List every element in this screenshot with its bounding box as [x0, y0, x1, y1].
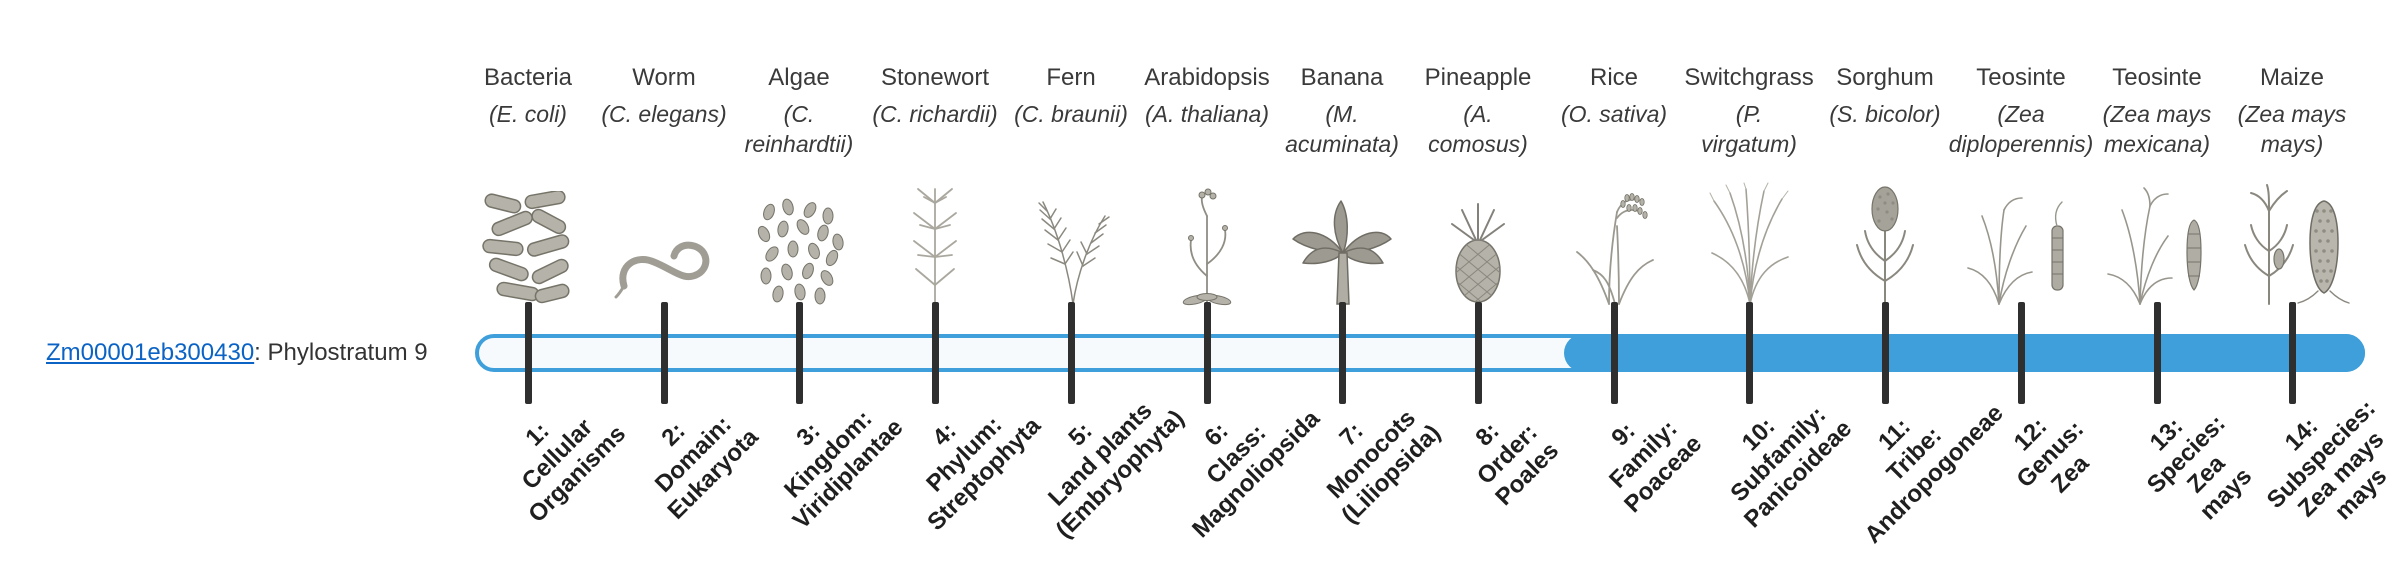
organism-name: Banana — [1300, 64, 1384, 91]
organism-scientific-name: (Zea mays mays) — [2237, 101, 2347, 157]
phylostratum-column-14: Maize (Zea mays mays) — [2224, 0, 2393, 580]
bacteria-icon — [481, 191, 570, 304]
phylostratum-column-6: Arabidopsis (A. thaliana) 6: — [1139, 0, 1325, 580]
rice-icon — [1576, 193, 1654, 305]
stratum-tick — [2288, 302, 2296, 404]
phylostratum-column-3: Algae (C. reinhardtii) — [731, 0, 909, 580]
teosinte-mexicana-icon — [2107, 187, 2202, 305]
pineapple-icon — [1451, 203, 1505, 303]
organism-scientific-name: (C. elegans) — [601, 101, 727, 127]
organism-illustration — [2214, 168, 2370, 306]
stratum-tick — [1745, 302, 1753, 404]
banana-icon — [1292, 200, 1392, 305]
maize-icon — [2244, 184, 2350, 305]
stratum-tick — [931, 302, 939, 404]
switchgrass-icon — [1709, 182, 1789, 305]
organism-illustration — [586, 168, 742, 306]
organism-name: Rice — [1589, 64, 1638, 91]
organism-illustration — [1264, 168, 1420, 306]
gene-id-link[interactable]: Zm00001eb300430 — [46, 339, 255, 366]
organism-scientific-name: (E. coli) — [489, 101, 567, 127]
stratum-tick — [1338, 302, 1346, 404]
organism-name: Maize — [2259, 64, 2325, 91]
organism-scientific-name: (S. bicolor) — [1829, 101, 1941, 127]
gene-phylostratum-text: : Phylostratum 9 — [254, 339, 428, 366]
phylostratum-column-4: Stonewort (C. richardii) 4: Phylum: Stre… — [867, 0, 1046, 580]
organism-illustration — [721, 168, 877, 306]
stratum-tick — [1203, 302, 1211, 404]
organism-scientific-name: (A. comosus) — [1428, 101, 1528, 157]
fern-icon — [1038, 201, 1110, 305]
organism-name: Stonewort — [880, 64, 990, 91]
stratum-tick — [795, 302, 803, 404]
arabidopsis-icon — [1182, 188, 1232, 306]
organism-illustration — [450, 168, 606, 306]
organism-illustration — [1129, 168, 1285, 306]
organism-name: Sorghum — [1836, 64, 1934, 91]
stratum-tick — [660, 302, 668, 404]
organism-name: Arabidopsis — [1144, 64, 1270, 91]
organism-scientific-name: (M. acuminata) — [1285, 101, 1399, 157]
phylostratum-column-5: Fern (C. braunii) 5: Land plants (Embryo… — [1003, 0, 1189, 580]
stratum-tick — [1474, 302, 1482, 404]
organism-illustration — [993, 168, 1149, 306]
organism-illustration — [1807, 168, 1963, 306]
timeline-bar — [475, 334, 2365, 372]
stonewort-icon — [913, 188, 957, 305]
phylostratum-column-9: Rice (O. sativa) — [1546, 0, 1707, 580]
phylostratum-column-11: Sorghum (S. bicolor) 11: Tribe — [1817, 0, 2008, 580]
organism-name: Teosinte — [2112, 64, 2202, 91]
phylostratum-column-8: Pineapple (A. comosus) 8: Order: Poales — [1410, 0, 1564, 580]
stratum-tick — [1067, 302, 1075, 404]
phylostratum-column-2: Worm (C. elegans) 2: Domain: Eukaryota — [596, 0, 763, 580]
organism-illustration — [1943, 168, 2099, 306]
organism-name: Worm — [632, 64, 696, 91]
organism-scientific-name: (O. sativa) — [1560, 101, 1668, 127]
organism-name: Switchgrass — [1684, 64, 1814, 91]
organism-scientific-name: (C. reinhardtii) — [744, 101, 854, 157]
organism-scientific-name: (C. richardii) — [872, 101, 998, 127]
organism-scientific-name: (Zea mays mexicana) — [2102, 101, 2212, 157]
organism-name: Fern — [1046, 64, 1096, 91]
organism-scientific-name: (A. thaliana) — [1144, 101, 1269, 127]
stratum-tick — [524, 302, 532, 404]
organism-illustration — [857, 168, 1013, 306]
stratum-tick — [1610, 302, 1618, 404]
organism-name: Algae — [768, 64, 830, 91]
phylostratum-column-7: Banana (M. acuminata) 7: Monocots (Lilio… — [1274, 0, 1446, 580]
organism-illustration — [1536, 168, 1692, 306]
phylostratum-column-1: Bacteria (E. coli) 1: Cellular Orga — [460, 0, 631, 580]
gene-label: Zm00001eb300430: Phylostratum 9 — [46, 339, 428, 367]
algae-icon — [757, 198, 844, 305]
stratum-tick — [2153, 302, 2161, 404]
organism-illustration — [1671, 168, 1827, 306]
worm-icon — [614, 241, 710, 299]
organism-illustration — [2079, 168, 2235, 306]
organism-scientific-name: (C. braunii) — [1014, 101, 1128, 127]
sorghum-icon — [1855, 186, 1914, 305]
timeline-bar-filled-segment — [1564, 334, 2365, 372]
phylostratum-column-13: Teosinte (Zea mays mexicana) 13: Species… — [2089, 0, 2258, 580]
organism-name: Pineapple — [1424, 64, 1532, 91]
organism-scientific-name: (Zea diploperennis) — [1948, 101, 2094, 157]
organism-illustration — [1400, 168, 1556, 306]
teosinte-diploperennis-icon — [1966, 197, 2064, 305]
phylostratum-column-12: Teosinte (Zea diploperennis) 12: — [1949, 0, 2095, 580]
organism-name: Bacteria — [483, 64, 573, 91]
phylostratum-column-10: Switchgrass (P. virgatum) 10 — [1681, 0, 1857, 580]
organism-name: Teosinte — [1976, 64, 2066, 91]
stratum-tick — [2017, 302, 2025, 404]
stratum-tick — [1881, 302, 1889, 404]
stratum-label: 14: Subspecies: Zea mays mays — [2261, 394, 2393, 526]
organism-scientific-name: (P. virgatum) — [1701, 101, 1797, 157]
